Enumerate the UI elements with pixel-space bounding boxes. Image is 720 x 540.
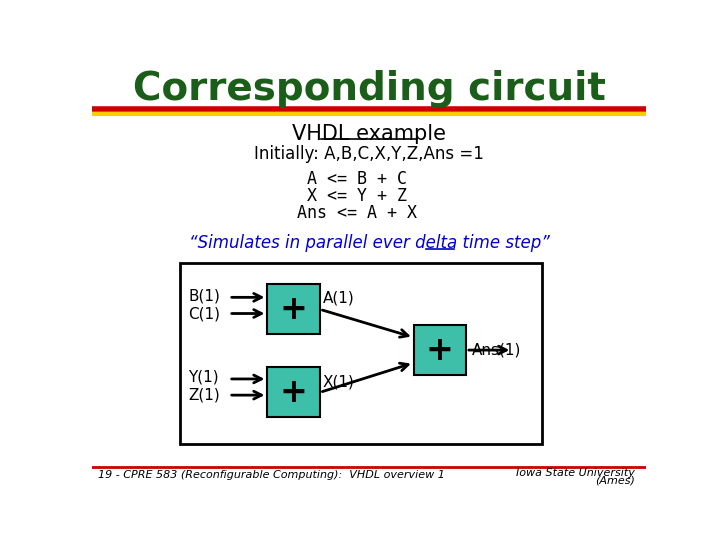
Text: Ans <= A + X: Ans <= A + X [297,204,418,221]
Text: X <= Y + Z: X <= Y + Z [307,187,408,205]
Text: Iowa State University: Iowa State University [516,468,634,478]
Text: Y(1): Y(1) [188,370,219,385]
Text: C(1): C(1) [188,306,220,321]
Bar [267,367,320,417]
Text: +: + [279,376,307,409]
Text: Initially: A,B,C,X,Y,Z,Ans =1: Initially: A,B,C,X,Y,Z,Ans =1 [254,145,484,163]
Text: Ans(1): Ans(1) [472,342,521,357]
Text: Corresponding circuit: Corresponding circuit [132,70,606,109]
Bar [414,325,466,375]
Bar [180,264,542,444]
Text: B(1): B(1) [188,288,220,303]
Bar [267,284,320,334]
Text: VHDL example: VHDL example [292,124,446,144]
Text: +: + [426,334,454,367]
Text: +: + [279,293,307,326]
Text: A <= B + C: A <= B + C [307,170,408,188]
Text: Z(1): Z(1) [188,388,220,403]
Text: 19 - CPRE 583 (Reconfigurable Computing):  VHDL overview 1: 19 - CPRE 583 (Reconfigurable Computing)… [98,470,445,480]
Text: “Simulates in parallel ever delta time step”: “Simulates in parallel ever delta time s… [189,234,549,252]
Text: X(1): X(1) [323,374,355,389]
Text: (Ames): (Ames) [595,476,634,485]
Text: A(1): A(1) [323,291,354,306]
